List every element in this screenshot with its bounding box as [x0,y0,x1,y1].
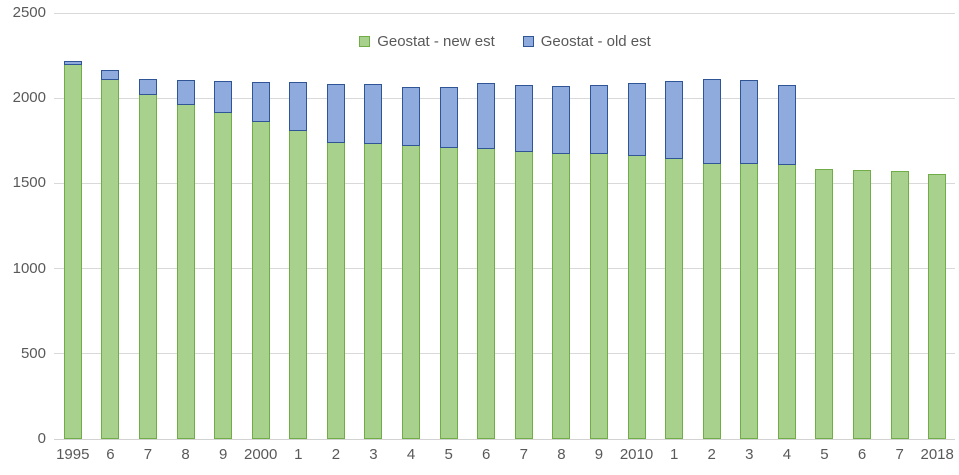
gridline [54,97,955,99]
gridline [54,268,955,270]
bar-2018-geostat-new-est [928,174,947,439]
legend-item-old-est: Geostat - old est [522,33,651,50]
x-axis-tick-label: 8 [181,446,190,463]
gridline [54,12,955,14]
bar-2-geostat-new-est [702,164,721,439]
bar-6-geostat-new-est [853,170,872,439]
bar-3-geostat-old-est [740,80,759,164]
x-axis-tick-label: 4 [406,446,416,463]
gridline [54,353,955,355]
bar-7-geostat-new-est [514,152,533,439]
x-axis-tick-label: 5 [820,446,829,463]
bar-2000-geostat-old-est [251,82,270,122]
bar-9-geostat-new-est [589,154,608,439]
legend-key-old-est-icon [522,36,534,47]
x-axis-tick-label: 1995 [56,446,90,463]
bar-5-geostat-new-est [815,169,834,439]
y-axis-tick-label: 2500 [12,4,46,21]
bar-2010-geostat-old-est [627,83,646,156]
legend-label-new-est: Geostat - new est [377,33,495,50]
bar-7-geostat-new-est [138,95,157,439]
legend-key-new-est-icon [359,36,371,47]
bar-2-geostat-old-est [702,79,721,164]
x-axis-tick-label: 2018 [920,446,954,463]
x-axis-tick-label: 2 [707,446,716,463]
bar-7-geostat-old-est [514,85,533,152]
bar-8-geostat-old-est [552,86,571,154]
bar-4-geostat-old-est [777,85,796,165]
y-axis-tick-label: 500 [20,344,46,362]
legend-label-old-est: Geostat - old est [540,33,651,50]
bar-5-geostat-new-est [439,148,458,439]
x-axis-tick-label: 7 [143,446,153,463]
x-axis-tick-label: 6 [482,446,491,463]
x-axis-tick-label: 7 [519,446,528,463]
bar-8-geostat-new-est [176,105,195,439]
bar-8-geostat-old-est [176,80,195,105]
bar-1995-geostat-new-est [63,65,82,439]
x-axis-tick-label: 6 [106,446,115,463]
bar-7-geostat-new-est [890,171,909,439]
bar-9-geostat-new-est [214,113,233,439]
bar-2010-geostat-new-est [627,156,646,439]
bar-3-geostat-new-est [364,144,383,439]
x-axis-tick-label: 3 [369,446,378,463]
x-axis-tick-label: 1 [294,446,303,463]
x-axis-tick-label: 4 [782,446,792,463]
legend-item-new-est: Geostat - new est [359,33,495,50]
y-axis-tick-label: 1500 [12,174,46,192]
bar-7-geostat-old-est [138,79,157,95]
bar-1-geostat-old-est [289,82,308,131]
bar-6-geostat-old-est [101,70,120,80]
bar-4-geostat-new-est [777,165,796,439]
bar-2000-geostat-new-est [251,122,270,439]
x-axis-tick-label: 9 [218,446,228,463]
bar-9-geostat-old-est [214,81,233,113]
bar-1-geostat-new-est [289,131,308,439]
x-axis-line [54,438,955,440]
bar-3-geostat-new-est [740,164,759,439]
legend: Geostat - new est Geostat - old est [54,33,956,50]
bar-2-geostat-new-est [326,143,345,439]
bar-1-geostat-new-est [665,159,684,439]
x-axis-tick-label: 8 [557,446,566,463]
bar-1995-geostat-old-est [63,61,82,65]
bar-4-geostat-old-est [402,87,421,146]
bar-4-geostat-new-est [402,146,421,439]
bar-1-geostat-old-est [665,81,684,159]
x-axis-tick-label: 5 [444,446,453,463]
x-axis-tick-label: 1 [669,446,679,463]
x-axis-tick-label: 3 [745,446,754,463]
x-axis-tick-label: 9 [594,446,604,463]
bar-8-geostat-new-est [552,154,571,439]
gridline [54,182,955,184]
bar-6-geostat-new-est [101,80,120,439]
bar-2-geostat-old-est [326,84,345,143]
bar-6-geostat-old-est [477,83,496,149]
x-axis-tick-label: 2000 [244,446,278,463]
y-axis-tick-label: 1000 [12,259,46,277]
bar-3-geostat-old-est [364,84,383,144]
bar-9-geostat-old-est [589,85,608,154]
x-axis-tick-label: 2 [331,446,341,463]
bar-6-geostat-new-est [477,149,496,439]
x-axis-tick-label: 2010 [619,446,654,463]
y-axis-tick-label: 0 [37,430,46,447]
x-axis-tick-label: 7 [895,446,904,463]
bar-5-geostat-old-est [439,87,458,148]
x-axis-tick-label: 6 [857,446,867,463]
y-axis-tick-label: 2000 [12,89,46,107]
